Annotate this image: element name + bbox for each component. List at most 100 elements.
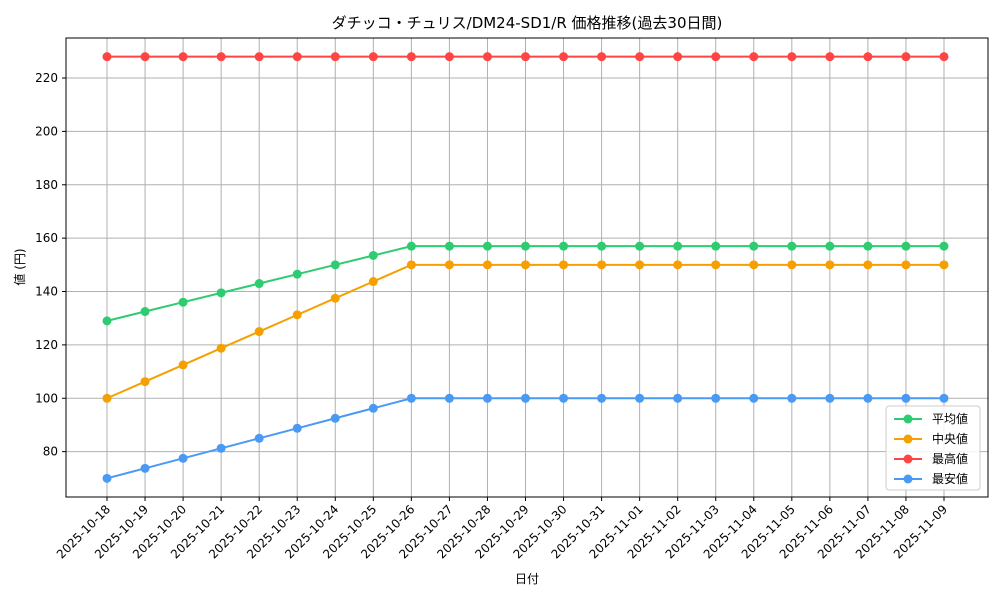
legend-swatch-marker: [903, 434, 913, 444]
data-point: [482, 52, 492, 62]
data-point: [711, 260, 721, 270]
data-point: [673, 241, 683, 251]
chart-title: ダチッコ・チュリス/DM24-SD1/R 価格推移(過去30日間): [332, 14, 723, 32]
legend-swatch-marker: [903, 414, 913, 424]
legend-item: 平均値: [894, 411, 968, 426]
y-tick-label: 160: [35, 231, 58, 245]
data-point: [939, 241, 949, 251]
data-point: [482, 260, 492, 270]
data-point: [635, 241, 645, 251]
data-point: [559, 260, 569, 270]
y-axis-label: 値 (円): [12, 248, 27, 285]
data-point: [901, 52, 911, 62]
data-point: [901, 393, 911, 403]
data-point: [178, 453, 188, 463]
data-point: [444, 241, 454, 251]
data-point: [216, 443, 226, 453]
data-point: [482, 393, 492, 403]
data-point: [787, 52, 797, 62]
data-point: [140, 463, 150, 473]
data-point: [673, 52, 683, 62]
data-point: [254, 433, 264, 443]
x-axis-label: 日付: [515, 572, 539, 586]
data-point: [216, 288, 226, 298]
data-point: [635, 260, 645, 270]
legend-item: 最高値: [894, 451, 968, 466]
data-point: [292, 423, 302, 433]
series-4: [102, 393, 949, 483]
data-point: [178, 360, 188, 370]
data-point: [787, 241, 797, 251]
data-point: [711, 52, 721, 62]
data-point: [102, 393, 112, 403]
data-point: [102, 52, 112, 62]
data-point: [140, 52, 150, 62]
data-point: [825, 260, 835, 270]
data-point: [787, 393, 797, 403]
data-point: [863, 260, 873, 270]
data-point: [521, 241, 530, 251]
data-point: [406, 52, 416, 62]
legend-label: 最安値: [932, 471, 968, 486]
data-point: [673, 260, 683, 270]
data-point: [330, 413, 340, 423]
data-point: [292, 310, 302, 320]
series-3: [102, 52, 949, 62]
y-tick-label: 220: [35, 71, 58, 85]
data-point: [254, 279, 264, 289]
legend-box: [885, 405, 981, 491]
data-point: [939, 52, 949, 62]
data-point: [216, 343, 226, 353]
data-point: [673, 393, 683, 403]
data-point: [825, 241, 835, 251]
data-point: [140, 377, 150, 387]
data-point: [254, 52, 264, 62]
data-point: [178, 297, 188, 307]
data-point: [635, 52, 645, 62]
data-point: [863, 393, 873, 403]
legend-item: 最安値: [894, 471, 968, 486]
y-tick-label: 140: [35, 285, 58, 299]
data-point: [749, 393, 759, 403]
series-2: [102, 260, 949, 403]
data-point: [749, 241, 759, 251]
data-point: [330, 260, 340, 270]
data-point: [559, 241, 569, 251]
data-point: [444, 52, 454, 62]
data-point: [406, 393, 416, 403]
data-point: [787, 260, 797, 270]
data-point: [254, 327, 264, 337]
data-point: [597, 260, 607, 270]
data-point: [597, 393, 607, 403]
data-point: [597, 52, 607, 62]
data-point: [444, 260, 454, 270]
data-point: [863, 52, 873, 62]
data-point: [292, 269, 302, 279]
data-point: [368, 277, 378, 287]
legend-item: 中央値: [894, 431, 968, 446]
data-point: [711, 241, 721, 251]
data-point: [635, 393, 645, 403]
data-point: [901, 260, 911, 270]
data-point: [444, 393, 454, 403]
data-point: [330, 52, 340, 62]
legend-swatch-marker: [903, 454, 913, 464]
data-point: [216, 52, 226, 62]
y-tick-label: 100: [35, 391, 58, 405]
data-point: [825, 52, 835, 62]
legend-label: 中央値: [932, 431, 968, 446]
data-point: [521, 52, 530, 62]
y-tick-label: 120: [35, 338, 58, 352]
data-point: [330, 293, 340, 303]
data-point: [749, 260, 759, 270]
data-point: [406, 260, 416, 270]
legend-label: 平均値: [932, 411, 968, 426]
data-point: [559, 393, 569, 403]
y-axis: 80 100 120 140 160 180 200 220: [35, 71, 66, 459]
data-point: [749, 52, 759, 62]
data-point: [521, 260, 530, 270]
y-tick-label: 80: [43, 445, 58, 459]
